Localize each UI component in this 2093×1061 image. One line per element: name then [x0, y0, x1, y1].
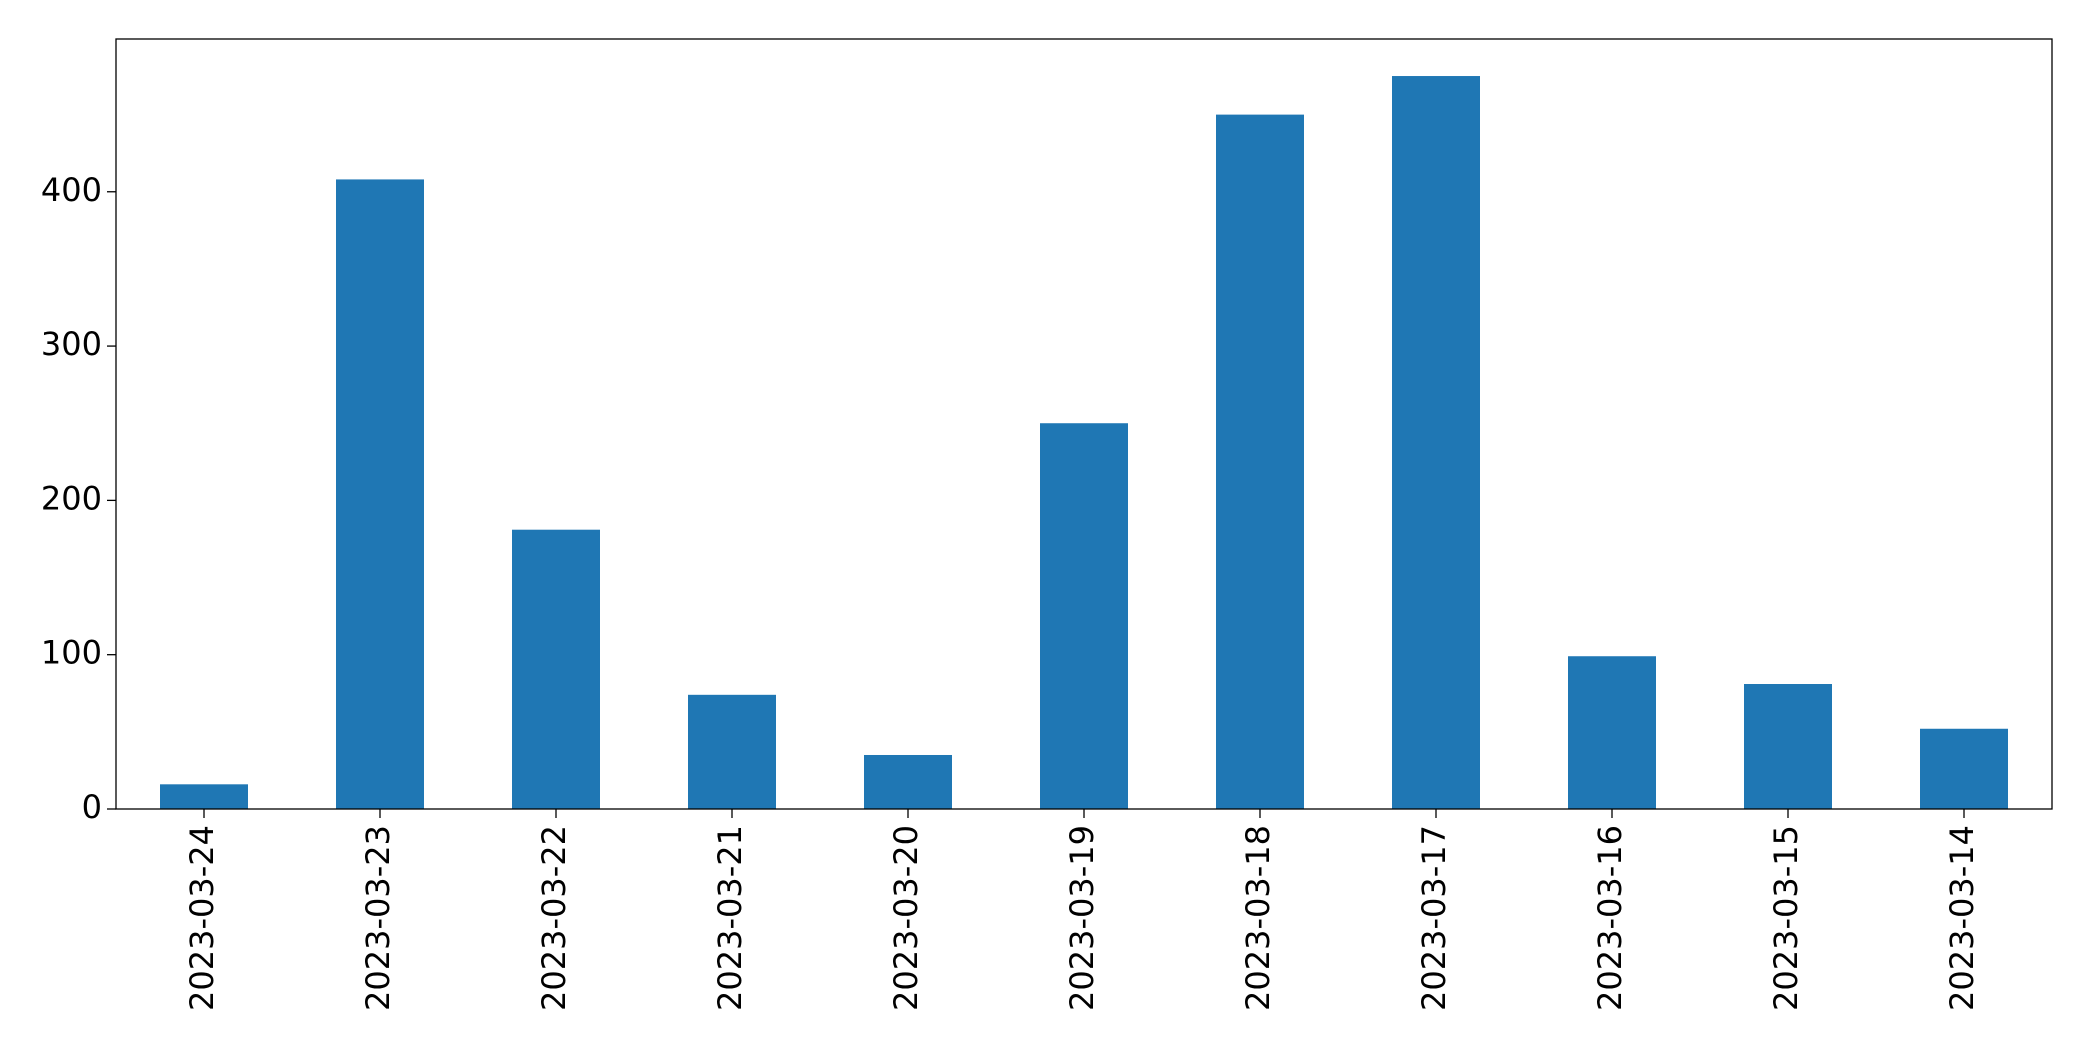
x-tick-label: 2023-03-23	[359, 825, 397, 1011]
x-tick-label: 2023-03-21	[711, 825, 749, 1011]
bar	[160, 784, 248, 809]
bar	[864, 754, 952, 809]
bar	[1744, 684, 1832, 809]
bar	[1392, 76, 1480, 810]
bar	[1216, 114, 1304, 810]
bar	[336, 179, 424, 809]
bar	[1568, 656, 1656, 809]
x-tick-label: 2023-03-17	[1415, 825, 1453, 1011]
bar	[512, 529, 600, 809]
y-tick-label: 300	[41, 325, 102, 363]
x-tick-label: 2023-03-20	[887, 825, 925, 1011]
x-tick-label: 2023-03-24	[183, 825, 221, 1011]
x-tick-label: 2023-03-16	[1591, 825, 1629, 1011]
plot-frame	[115, 38, 2053, 810]
x-tick-label: 2023-03-22	[535, 825, 573, 1011]
x-tick-label: 2023-03-14	[1943, 825, 1981, 1011]
y-tick-label: 0	[82, 788, 102, 826]
y-tick-label: 200	[41, 479, 102, 517]
bar	[688, 694, 776, 809]
x-tick-label: 2023-03-15	[1767, 825, 1805, 1011]
bar	[1040, 423, 1128, 809]
y-tick-label: 100	[41, 634, 102, 672]
x-tick-label: 2023-03-19	[1063, 825, 1101, 1011]
x-tick-label: 2023-03-18	[1239, 825, 1277, 1011]
y-tick-label: 400	[41, 171, 102, 209]
bar	[1920, 728, 2008, 809]
